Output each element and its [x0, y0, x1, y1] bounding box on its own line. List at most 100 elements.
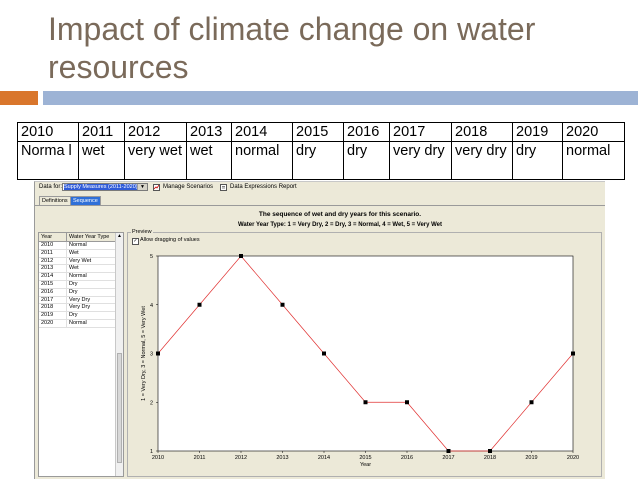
table-cell-year: 2018 — [451, 122, 513, 142]
accent-bar-orange — [0, 91, 38, 105]
chevron-down-icon[interactable]: ▼ — [137, 184, 147, 190]
y-tick-label: 4 — [150, 303, 153, 309]
table-row[interactable]: 2010 Normal — [39, 242, 117, 250]
table-row[interactable]: 2015 Dry — [39, 280, 117, 289]
grid-cell-type[interactable]: Wet — [67, 249, 117, 257]
chart-icon[interactable] — [153, 184, 160, 191]
x-tick-label: 2015 — [359, 455, 371, 461]
sequence-title: The sequence of wet and dry years for th… — [258, 211, 422, 218]
table-cell-year: 2012 — [124, 122, 187, 142]
grid-cell-type[interactable]: Dry — [67, 280, 117, 288]
accent-bar-blue — [43, 91, 638, 105]
table-cell-type: dry — [512, 141, 563, 180]
grid-cell-year[interactable]: 2020 — [39, 319, 67, 327]
table-cell-type: very wet — [124, 141, 187, 180]
table-row[interactable]: 2013 Wet — [39, 265, 117, 274]
table-row[interactable]: 2011 Wet — [39, 249, 117, 258]
table-row[interactable]: 2017 Very Dry — [39, 296, 117, 305]
grid-cell-type[interactable]: Dry — [67, 288, 117, 296]
table-row[interactable]: 2014 Normal — [39, 273, 117, 281]
x-tick-label: 2013 — [276, 455, 288, 461]
grid-cell-type[interactable]: Normal — [67, 273, 117, 281]
grid-cell-type[interactable]: Very Wet — [67, 257, 117, 265]
scrollbar-thumb[interactable] — [117, 353, 122, 463]
grid-cell-type[interactable]: Very Dry — [67, 304, 117, 312]
sequence-subtitle: Water Year Type: 1 = Very Dry, 2 = Dry, … — [237, 222, 443, 228]
x-axis-label: Year — [360, 462, 371, 468]
table-cell-year: 2013 — [186, 122, 232, 142]
grid-header-year[interactable]: Year — [39, 233, 67, 241]
table-row-types: Norma l wet very wet wet normal dry dry … — [17, 141, 625, 180]
table-cell-year: 2017 — [389, 122, 452, 142]
table-cell-type: normal — [562, 141, 625, 180]
table-cell-year: 2020 — [562, 122, 625, 142]
data-for-label: Data for: — [39, 184, 63, 190]
slide-title: Impact of climate change on water resour… — [48, 11, 536, 85]
tab-bar: Definitions Sequence — [35, 195, 605, 206]
table-row[interactable]: 2018 Very Dry — [39, 304, 117, 313]
y-tick-label: 5 — [150, 254, 153, 260]
y-axis-label: 1 = Very Dry, 3 = Normal, 5 = Very Wet — [141, 306, 147, 401]
grid-cell-year[interactable]: 2015 — [39, 280, 67, 288]
tab-definitions[interactable]: Definitions — [39, 196, 71, 205]
data-point — [529, 400, 534, 405]
data-for-select[interactable]: Supply Measures (2011-2020) ▼ — [62, 183, 148, 191]
table-cell-year: 2010 — [17, 122, 79, 142]
table-cell-year: 2019 — [512, 122, 563, 142]
x-tick-label: 2016 — [401, 455, 413, 461]
x-tick-label: 2018 — [484, 455, 496, 461]
toolbar: Data for: Supply Measures (2011-2020) ▼ … — [35, 182, 605, 193]
tab-sequence[interactable]: Sequence — [70, 196, 101, 205]
grid-cell-year[interactable]: 2014 — [39, 273, 67, 281]
table-row[interactable]: 2012 Very Wet — [39, 257, 117, 266]
table-cell-type: very dry — [389, 141, 452, 180]
report-icon[interactable] — [220, 184, 227, 191]
grid-cell-year[interactable]: 2010 — [39, 242, 67, 249]
sequence-chart: 1 2 3 4 5 2010 2011 2012 2013 2014 2015 2016 2017 201… — [141, 254, 579, 468]
data-expressions-report-button[interactable]: Data Expressions Report — [230, 184, 297, 190]
grid-header: Year Water Year Type — [39, 233, 117, 242]
x-tick-label: 2012 — [235, 455, 247, 461]
scroll-up-icon[interactable]: ▲ — [117, 233, 122, 239]
table-cell-type: dry — [292, 141, 344, 180]
grid-scrollbar[interactable]: ▲ — [115, 233, 123, 476]
preview-label: Preview — [131, 229, 153, 236]
app-window: Data for: Supply Measures (2011-2020) ▼ … — [34, 181, 605, 479]
grid-cell-year[interactable]: 2013 — [39, 265, 67, 273]
allow-drag-checkbox[interactable]: ✓ — [132, 238, 139, 245]
preview-panel: Preview ✓ Allow dragging of values 1 2 3 4 5… — [127, 229, 602, 477]
grid-cell-year[interactable]: 2012 — [39, 257, 67, 265]
table-row[interactable]: 2020 Normal — [39, 319, 117, 328]
table-row[interactable]: 2016 Dry — [39, 288, 117, 297]
x-tick-label: 2010 — [152, 455, 164, 461]
grid-cell-type[interactable]: Dry — [67, 312, 117, 320]
table-cell-type: Norma l — [17, 141, 79, 180]
grid-cell-type[interactable]: Wet — [67, 265, 117, 273]
grid-cell-type[interactable]: Normal — [67, 319, 117, 327]
grid-cell-year[interactable]: 2011 — [39, 249, 67, 257]
grid-cell-year[interactable]: 2019 — [39, 312, 67, 320]
data-point — [239, 254, 243, 258]
table-cell-type: dry — [343, 141, 390, 180]
table-cell-year: 2014 — [231, 122, 293, 142]
data-point — [197, 302, 202, 307]
data-point — [280, 302, 285, 307]
grid-cell-year[interactable]: 2016 — [39, 288, 67, 296]
table-cell-type: wet — [186, 141, 232, 180]
data-point — [322, 351, 326, 356]
grid-cell-year[interactable]: 2017 — [39, 296, 67, 304]
grid-cell-year[interactable]: 2018 — [39, 304, 67, 312]
table-cell-type: wet — [78, 141, 125, 180]
manage-scenarios-button[interactable]: Manage Scenarios — [163, 184, 214, 190]
grid-cell-type[interactable]: Very Dry — [67, 296, 117, 304]
table-row[interactable]: 2019 Dry — [39, 312, 117, 320]
grid-cell-type[interactable]: Normal — [67, 242, 117, 249]
data-point — [571, 351, 575, 356]
data-point — [156, 351, 160, 356]
grid-header-type[interactable]: Water Year Type — [67, 233, 117, 241]
data-point — [488, 449, 492, 453]
table-cell-type: very dry — [451, 141, 513, 180]
table-cell-year: 2015 — [292, 122, 344, 142]
grid-rows: 2010 Normal 2011 Wet 2012 Very Wet 2013 Wet 2014… — [39, 242, 117, 328]
x-tick-label: 2011 — [194, 455, 206, 461]
